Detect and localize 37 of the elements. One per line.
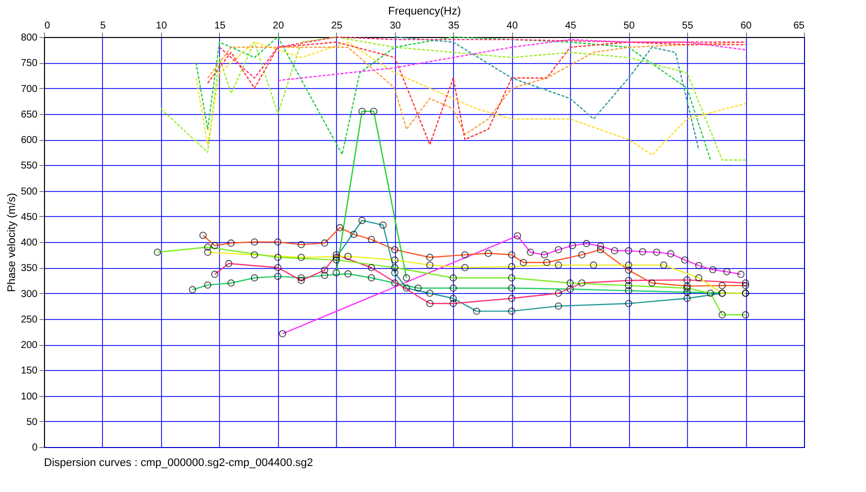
y-tick-label: 350 <box>20 263 38 274</box>
x-tick-label: 55 <box>682 20 694 32</box>
y-tick-label: 200 <box>20 340 38 351</box>
line-series <box>394 36 700 150</box>
x-tick-label: 15 <box>214 20 226 32</box>
y-tick-label: 100 <box>20 391 38 402</box>
line-series <box>218 36 746 79</box>
y-tick-label: 300 <box>20 288 38 300</box>
y-tick-label: 150 <box>20 366 38 377</box>
y-tick-label: 600 <box>20 135 38 146</box>
y-tick-label: 400 <box>20 238 38 248</box>
x-tick-label: 10 <box>156 20 168 32</box>
x-tick-label: 65 <box>793 20 805 32</box>
x-tick-label: 5 <box>100 20 106 32</box>
y-axis-title: Phase velocity (m/s) <box>6 192 18 292</box>
y-tick-label: 650 <box>20 109 38 120</box>
y-tick-label: 50 <box>26 416 38 428</box>
y-tick-label: 500 <box>20 186 38 198</box>
y-tick-label: 450 <box>20 212 38 223</box>
x-tick-label: 30 <box>390 20 402 32</box>
y-tick-label: 0 <box>32 442 38 454</box>
text: Dispersion curves : cmp_000000.sg2-cmp_004400.sg2 <box>44 457 314 469</box>
line-series <box>277 38 746 82</box>
x-tick-label: 50 <box>624 20 636 32</box>
x-tick-label: 60 <box>740 20 752 32</box>
x-axis-title: Frequency(Hz) <box>388 6 461 18</box>
y-tick-label: 700 <box>20 84 38 95</box>
x-tick-label: 0 <box>44 20 50 32</box>
x-tick-label: 35 <box>448 20 460 32</box>
y-tick-label: 250 <box>20 314 38 326</box>
x-tick-label: 45 <box>565 20 577 32</box>
x-tick-label: 25 <box>331 20 343 32</box>
x-tick-label: 20 <box>272 20 284 32</box>
y-tick-label: 800 <box>20 32 38 44</box>
y-tick-label: 550 <box>20 160 38 172</box>
x-tick-label: 40 <box>506 20 518 32</box>
y-tick-label: 750 <box>20 58 38 70</box>
